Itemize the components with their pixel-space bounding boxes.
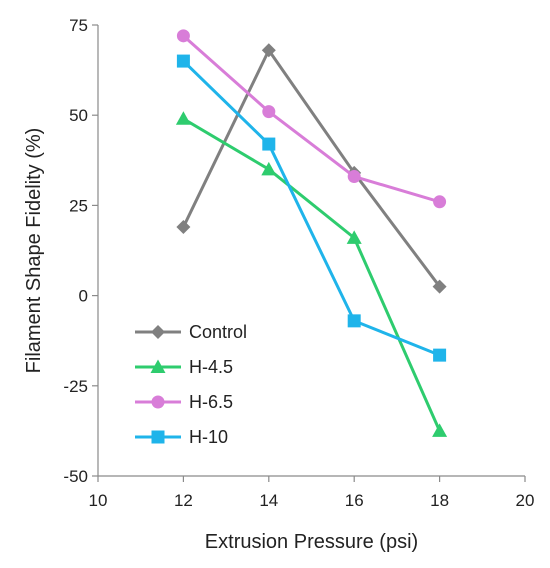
x-tick-label: 16 [345, 491, 364, 510]
series-line-h-4-5 [182, 117, 441, 432]
legend-marker [151, 395, 165, 409]
data-point-h-10 [262, 137, 276, 151]
x-axis-title: Extrusion Pressure (psi) [205, 531, 418, 553]
legend-label: Control [189, 322, 247, 342]
legend-item-h-4-5: H-4.5 [135, 357, 233, 377]
legend-marker [150, 359, 166, 373]
y-tick-label: 25 [69, 196, 88, 215]
series-h-10 [176, 54, 447, 362]
legend-item-control: Control [135, 322, 247, 342]
legend-label: H-10 [189, 427, 228, 447]
y-tick-label: 50 [69, 106, 88, 125]
legend-marker [151, 325, 165, 339]
data-point-h-6-5 [262, 105, 276, 119]
data-point-h-10 [433, 348, 447, 362]
series-h-4-5 [175, 111, 448, 437]
y-axis-title: Filament Shape Fidelity (%) [23, 128, 45, 374]
data-point-h-10 [347, 314, 361, 328]
legend-marker [151, 430, 165, 444]
data-point-h-4-5 [175, 111, 191, 125]
y-tick-label: -50 [63, 467, 88, 486]
series-h-6-5 [176, 29, 447, 209]
series-line-h-6-5 [182, 34, 441, 204]
legend-label: H-6.5 [189, 392, 233, 412]
x-tick-label: 12 [174, 491, 193, 510]
data-point-control [176, 220, 191, 235]
y-tick-label: 75 [69, 16, 88, 35]
data-point-control [261, 43, 276, 58]
data-point-h-6-5 [176, 29, 190, 43]
series-line-control [182, 48, 441, 288]
data-point-h-4-5 [346, 230, 362, 244]
x-tick-label: 20 [516, 491, 535, 510]
x-tick-label: 10 [89, 491, 108, 510]
axes: -50 -25 0 25 50 75 10 12 14 16 18 20 [63, 16, 534, 510]
series-control [176, 43, 447, 294]
y-tick-label: 0 [79, 287, 88, 306]
data-point-control [432, 279, 447, 294]
x-tick-label: 18 [430, 491, 449, 510]
data-point-h-10 [176, 54, 190, 68]
y-tick-label: -25 [63, 377, 88, 396]
data-point-h-6-5 [433, 195, 447, 209]
data-point-h-4-5 [261, 161, 277, 176]
data-point-h-4-5 [432, 423, 448, 437]
legend: Control H-4.5 H-6.5 H-10 [135, 322, 247, 447]
legend-item-h-10: H-10 [135, 427, 228, 447]
legend-item-h-6-5: H-6.5 [135, 392, 233, 412]
legend-label: H-4.5 [189, 357, 233, 377]
series-line-h-10 [182, 60, 441, 357]
data-point-h-6-5 [347, 170, 361, 184]
series-group [175, 29, 448, 437]
x-tick-label: 14 [259, 491, 278, 510]
